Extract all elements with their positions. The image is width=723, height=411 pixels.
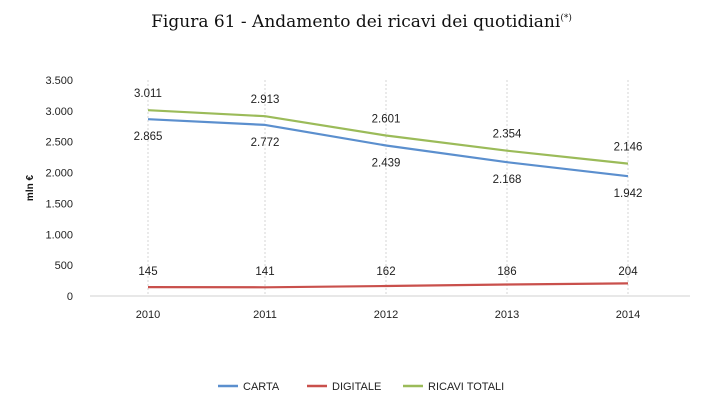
x-tick-label: 2010 xyxy=(136,309,160,321)
y-tick-label: 2.500 xyxy=(45,137,73,149)
y-axis-ticks: 0 500 1.000 1.500 2.000 2.500 3.000 3.500 xyxy=(45,75,73,303)
y-tick-label: 1.000 xyxy=(45,229,73,241)
x-tick-label: 2014 xyxy=(616,309,640,321)
y-tick-label: 0 xyxy=(67,291,73,303)
x-tick-label: 2012 xyxy=(374,309,398,321)
data-label-carta: 2.865 xyxy=(134,131,163,143)
data-label-digitale: 162 xyxy=(376,266,395,278)
data-label-digitale: 141 xyxy=(255,266,274,278)
data-label-carta: 2.772 xyxy=(251,137,280,149)
series-line-ricavi-totali xyxy=(147,109,629,165)
data-label-carta: 1.942 xyxy=(614,188,643,200)
data-label-carta: 2.439 xyxy=(372,157,401,169)
data-label-digitale: 145 xyxy=(138,266,157,278)
data-label-ricavi-totali: 2.146 xyxy=(614,142,643,154)
x-tick-label: 2011 xyxy=(253,309,277,321)
chart-title-text: Figura 61 - Andamento dei ricavi dei quo… xyxy=(151,12,561,32)
y-tick-label: 1.500 xyxy=(45,198,73,210)
data-label-digitale: 204 xyxy=(618,266,638,278)
y-tick-label: 3.500 xyxy=(45,75,73,87)
data-label-ricavi-totali: 3.011 xyxy=(134,88,162,100)
legend: CARTA DIGITALE RICAVI TOTALI xyxy=(218,381,504,393)
data-labels: 2.865 2.772 2.439 2.168 1.942 145 141 162 186 204… xyxy=(134,88,643,278)
x-axis-ticks: 2010 2011 2012 2013 2014 xyxy=(136,309,640,321)
data-label-ricavi-totali: 2.913 xyxy=(251,94,280,106)
series-lines xyxy=(147,109,629,289)
chart-title: Figura 61 - Andamento dei ricavi dei quo… xyxy=(0,12,723,32)
series-line-digitale xyxy=(147,282,629,289)
y-tick-label: 3.000 xyxy=(45,106,73,118)
y-tick-label: 500 xyxy=(55,260,73,272)
series-line-carta xyxy=(147,118,629,178)
legend-label-carta: CARTA xyxy=(243,381,280,393)
y-tick-label: 2.000 xyxy=(45,168,73,180)
data-label-digitale: 186 xyxy=(497,266,516,278)
legend-label-ricavi-totali: RICAVI TOTALI xyxy=(428,381,504,393)
chart-title-superscript: (*) xyxy=(560,13,572,24)
data-label-ricavi-totali: 2.601 xyxy=(372,113,401,125)
x-tick-label: 2013 xyxy=(495,309,519,321)
data-label-carta: 2.168 xyxy=(493,174,522,186)
data-label-ricavi-totali: 2.354 xyxy=(493,129,522,141)
legend-label-digitale: DIGITALE xyxy=(332,381,381,393)
y-axis-label: mln € xyxy=(25,175,36,202)
